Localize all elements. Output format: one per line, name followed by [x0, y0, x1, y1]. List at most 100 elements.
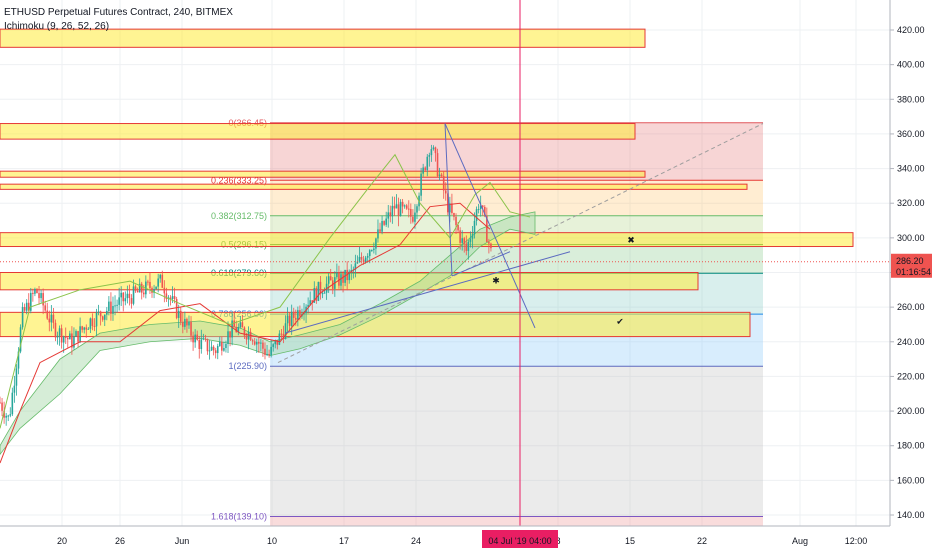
candle-body [288, 315, 291, 326]
target-x-marker: ✖ [627, 235, 635, 245]
candle-body [134, 286, 137, 291]
candle-body [354, 263, 357, 270]
candle-body [56, 335, 59, 338]
candle-body [340, 274, 342, 286]
candle-body [9, 414, 12, 416]
zone-box [0, 232, 854, 248]
candle-body [350, 270, 353, 272]
fib-level-label: 0.382(312.75) [211, 211, 267, 221]
candle-body [3, 410, 5, 418]
candle-body [393, 205, 396, 209]
candle-body [175, 299, 178, 318]
y-tick-label: 380.00 [897, 94, 925, 104]
candle-body [200, 339, 203, 349]
chart-title: ETHUSD Perpetual Futures Contract, 240, … [4, 7, 233, 18]
candle-body [149, 281, 151, 289]
zone-box [0, 123, 636, 140]
y-tick-label: 320.00 [897, 198, 925, 208]
candle-body [358, 256, 361, 262]
candle-body [280, 333, 283, 335]
candle-body [399, 201, 402, 217]
candle-body [25, 302, 28, 311]
candle-body [247, 331, 250, 340]
candle-body [161, 274, 164, 288]
candle-body [17, 351, 20, 369]
candle-body [278, 333, 281, 345]
candle-body [270, 346, 272, 356]
candle-body [405, 205, 408, 209]
candle-body [414, 212, 416, 222]
candle-body [95, 312, 98, 327]
candle-body [19, 327, 22, 352]
candle-body [202, 338, 205, 340]
cursor-time-label: 04 Jul '19 04:00 [488, 536, 551, 546]
candle-body [356, 261, 359, 264]
y-tick-label: 180.00 [897, 441, 925, 451]
last-price-label: 286.20 [896, 256, 924, 266]
fib-zone [270, 244, 763, 274]
candle-body [48, 318, 51, 323]
candle-body [422, 167, 424, 174]
candle-body [210, 346, 213, 351]
candle-body [83, 327, 86, 330]
candle-body [108, 301, 110, 311]
trend-line-dashed [277, 123, 764, 364]
candle-body [120, 292, 122, 298]
candle-body [319, 281, 322, 294]
candle-body [329, 276, 332, 281]
zone-box [0, 170, 646, 178]
candle-body [103, 314, 106, 320]
fib-level-label: 0.236(333.25) [211, 175, 267, 185]
candle-body [218, 341, 221, 346]
candle-body [471, 234, 474, 239]
candle-body [467, 241, 470, 251]
candle-body [457, 224, 459, 231]
candle-body [274, 340, 277, 345]
candle-body [447, 193, 449, 213]
candle-body [140, 283, 143, 293]
candle-body [196, 334, 198, 340]
candle-body [436, 153, 439, 177]
candle-body [299, 310, 301, 317]
time-axis[interactable] [0, 526, 932, 550]
candle-body [481, 205, 484, 207]
candle-body [36, 288, 38, 294]
x-tick-label: Aug [792, 536, 808, 546]
candle-body [110, 301, 112, 314]
candle-body [488, 241, 490, 244]
candle-body [13, 385, 16, 393]
candle-body [360, 256, 363, 260]
candle-body [391, 205, 394, 217]
y-tick-label: 200.00 [897, 406, 925, 416]
candle-body [27, 302, 30, 311]
candle-body [389, 212, 392, 217]
candle-body [216, 345, 219, 354]
candle-body [194, 334, 196, 343]
x-tick-label: 10 [267, 536, 277, 546]
candle-body [313, 288, 316, 303]
candle-body [73, 336, 75, 348]
candle-body [272, 344, 275, 347]
candle-body [126, 293, 129, 299]
x-tick-label: 12:00 [845, 536, 868, 546]
y-tick-label: 300.00 [897, 233, 925, 243]
candle-body [426, 156, 429, 171]
candle-body [249, 331, 252, 341]
candle-body [410, 209, 412, 217]
candle-body [459, 230, 461, 243]
candle-body [469, 238, 472, 242]
candle-body [155, 286, 157, 289]
candle-body [397, 204, 400, 217]
candle-body [34, 288, 36, 294]
y-tick-label: 420.00 [897, 25, 925, 35]
zone-box [0, 28, 646, 48]
candle-body [114, 305, 116, 307]
candle-body [455, 216, 457, 225]
candle-body [223, 348, 225, 351]
candle-body [0, 402, 1, 404]
candle-body [282, 333, 285, 339]
candle-body [233, 320, 235, 328]
candle-body [453, 212, 455, 217]
